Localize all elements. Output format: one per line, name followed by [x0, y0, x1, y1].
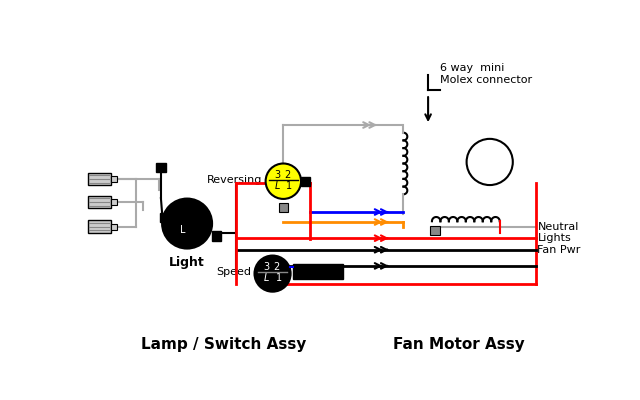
Text: L: L: [275, 181, 280, 191]
Bar: [88, 173, 111, 185]
Circle shape: [163, 199, 212, 248]
Text: 1: 1: [287, 181, 292, 191]
Text: Lamp / Switch Assy: Lamp / Switch Assy: [141, 337, 307, 352]
Bar: [160, 213, 170, 222]
Text: 6 way  mini
Molex connector: 6 way mini Molex connector: [440, 63, 532, 85]
Circle shape: [266, 164, 301, 199]
Bar: [111, 176, 117, 182]
Bar: [111, 199, 117, 205]
Bar: [293, 264, 344, 279]
Text: L: L: [180, 225, 186, 235]
Text: Lights: Lights: [538, 233, 571, 243]
Text: 3: 3: [274, 170, 280, 180]
Bar: [212, 231, 221, 240]
Text: 3: 3: [263, 262, 269, 272]
Circle shape: [467, 139, 513, 185]
Bar: [431, 226, 440, 235]
Text: 2: 2: [284, 170, 291, 180]
Text: Fan Pwr: Fan Pwr: [538, 245, 581, 255]
Text: Reversing: Reversing: [207, 175, 262, 185]
Text: 1: 1: [276, 273, 282, 283]
Text: Speed: Speed: [216, 267, 251, 277]
Bar: [279, 203, 288, 212]
Text: Neutral: Neutral: [538, 222, 579, 232]
Text: 2: 2: [273, 262, 280, 272]
Circle shape: [255, 256, 291, 291]
Text: Light: Light: [169, 256, 205, 269]
Bar: [88, 220, 111, 233]
Bar: [301, 176, 310, 186]
Text: L: L: [264, 273, 269, 283]
Bar: [156, 163, 166, 172]
Text: Fan Motor Assy: Fan Motor Assy: [393, 337, 525, 352]
Bar: [88, 196, 111, 208]
Bar: [111, 224, 117, 230]
